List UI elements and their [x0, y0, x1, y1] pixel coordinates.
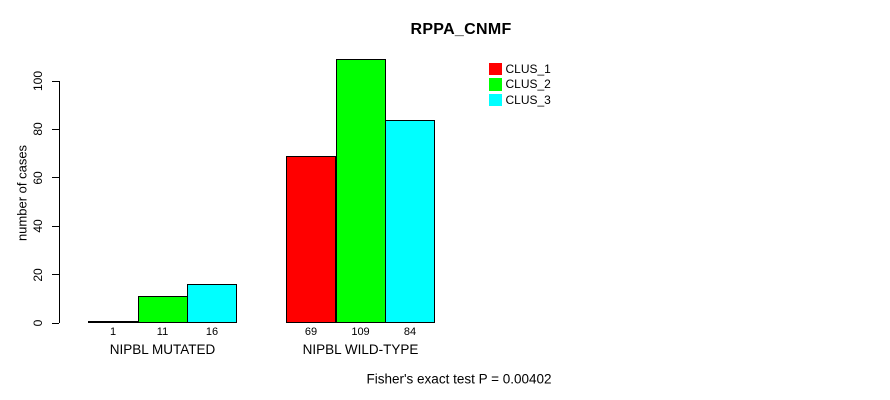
y-axis-tick-label: 20: [31, 267, 45, 282]
bar-value-label: 109: [351, 326, 370, 338]
bar-value-label: 11: [156, 326, 169, 338]
legend-row: CLUS_2: [489, 77, 551, 93]
legend-label: CLUS_1: [505, 61, 551, 76]
legend-swatch-clus_1: [489, 62, 502, 75]
bar-clus_2-2: [335, 59, 386, 323]
bar-clus_3-1: [187, 284, 237, 323]
legend-swatch-clus_3: [489, 93, 502, 106]
y-axis-tick: [52, 80, 59, 82]
y-axis-tick: [52, 225, 59, 227]
bar-clus_1-2: [286, 156, 336, 323]
y-axis-tick: [52, 128, 59, 130]
y-axis-line: [59, 81, 60, 323]
chart-title: RPPA_CNMF: [410, 21, 512, 38]
y-axis-tick: [52, 177, 59, 179]
legend-swatch-clus_2: [489, 78, 502, 91]
y-axis-tick-label: 60: [31, 171, 45, 185]
bar-value-label: 16: [205, 326, 219, 338]
fisher-test-annotation: Fisher's exact test P = 0.00402: [366, 371, 552, 387]
bar-value-label: 1: [109, 326, 117, 338]
y-axis-tick-label: 100: [31, 70, 45, 92]
legend-label: CLUS_3: [505, 92, 551, 107]
legend: CLUS_1 CLUS_2 CLUS_3: [489, 61, 551, 108]
bar-clus_2-1: [137, 296, 188, 323]
y-axis-tick: [52, 274, 59, 276]
legend-label: CLUS_2: [505, 77, 551, 92]
y-axis-tick-label: 40: [31, 219, 45, 233]
y-axis-tick-label: 80: [31, 122, 45, 137]
category-label: NIPBL WILD-TYPE: [302, 342, 419, 357]
y-axis-label: number of cases: [14, 144, 30, 242]
category-label: NIPBL MUTATED: [109, 342, 216, 357]
y-axis-tick-label: 0: [31, 319, 45, 327]
legend-row: CLUS_3: [489, 92, 551, 108]
bar-value-label: 69: [304, 326, 318, 338]
bar-value-label: 84: [403, 326, 417, 338]
bar-clus_3-2: [385, 119, 435, 323]
legend-row: CLUS_1: [489, 61, 551, 77]
y-axis-tick: [52, 322, 59, 324]
bar-clus_1-1: [88, 320, 138, 323]
